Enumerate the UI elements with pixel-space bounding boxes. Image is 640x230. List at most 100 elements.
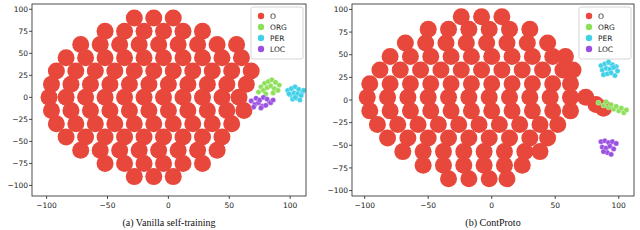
x-tick — [555, 196, 556, 199]
point — [460, 170, 477, 187]
point — [256, 89, 261, 94]
legend-label: O — [270, 12, 276, 21]
point — [258, 105, 263, 110]
y-tick — [349, 9, 352, 10]
point — [440, 170, 457, 187]
x-tick-label: 100 — [283, 201, 298, 210]
y-tick-label: −100 — [7, 181, 28, 190]
series-org — [596, 99, 629, 115]
point — [612, 73, 617, 78]
x-tick — [168, 196, 169, 199]
legend: OORGPERLOC — [251, 7, 303, 59]
point — [422, 48, 439, 65]
point — [382, 48, 399, 65]
point — [145, 168, 162, 185]
point — [443, 48, 460, 65]
y-tick-label: 25 — [338, 73, 348, 82]
chart-panel: −100−50050100−100−75−50−250255075100(a) … — [7, 4, 306, 229]
point — [453, 62, 470, 79]
point — [596, 100, 601, 105]
caption: (b) ContProto — [465, 217, 520, 229]
point — [601, 149, 606, 154]
x-tick — [364, 196, 365, 199]
y-tick — [349, 122, 352, 123]
y-tick — [349, 54, 352, 55]
x-tick — [290, 196, 291, 199]
point — [394, 143, 411, 160]
point — [511, 116, 528, 133]
point — [392, 62, 409, 79]
y-tick-label: 50 — [18, 49, 28, 58]
point — [498, 170, 515, 187]
x-tick-label: 100 — [612, 201, 627, 210]
x-tick-label: 0 — [166, 201, 171, 210]
legend-label: ORG — [598, 23, 615, 32]
point — [251, 104, 256, 109]
point — [514, 62, 531, 79]
y-tick — [29, 97, 32, 98]
x-tick-label: 50 — [225, 201, 235, 210]
point — [369, 116, 386, 133]
axes-frame — [32, 4, 306, 196]
point — [292, 95, 297, 100]
series-loc — [249, 95, 276, 111]
y-tick — [29, 75, 32, 76]
y-tick-label: −50 — [12, 137, 28, 146]
y-tick-label: −25 — [12, 115, 28, 124]
point — [562, 102, 579, 119]
y-tick-label: −75 — [12, 159, 28, 168]
point — [165, 168, 182, 185]
legend-marker — [586, 13, 592, 19]
point — [194, 155, 211, 172]
legend-marker — [258, 35, 264, 41]
point — [473, 62, 490, 79]
y-tick — [349, 167, 352, 168]
y-tick — [29, 163, 32, 164]
series-per — [285, 84, 306, 102]
point — [514, 157, 531, 174]
figure: −100−50050100−100−75−50−250255075100(a) … — [0, 0, 640, 230]
point — [58, 128, 75, 145]
y-tick-label: −75 — [332, 164, 348, 173]
point — [463, 48, 480, 65]
y-tick — [29, 53, 32, 54]
series-loc — [598, 138, 618, 157]
y-tick-label: 100 — [334, 5, 349, 14]
x-tick — [46, 196, 47, 199]
series-org — [256, 77, 282, 96]
legend-frame — [251, 7, 303, 59]
y-tick-label: 100 — [14, 5, 29, 14]
series-o — [41, 10, 260, 186]
legend: OORGPERLOC — [579, 7, 631, 59]
point — [549, 116, 566, 133]
legend-label: O — [598, 12, 604, 21]
point — [402, 48, 419, 65]
chart-panel: −100−50050100−100−75−50−250255075100(b) … — [327, 4, 634, 229]
legend-label: LOC — [598, 45, 613, 54]
x-tick-label: −100 — [36, 201, 57, 210]
y-tick — [29, 31, 32, 32]
point — [72, 142, 89, 159]
legend-marker — [258, 24, 264, 30]
y-tick — [349, 100, 352, 101]
point — [606, 59, 611, 64]
point — [286, 91, 291, 96]
x-tick-label: −50 — [100, 201, 116, 210]
legend-marker — [586, 46, 592, 52]
y-tick-label: 75 — [18, 27, 28, 36]
point — [389, 116, 406, 133]
x-tick-label: 0 — [489, 201, 494, 210]
legend-label: PER — [270, 34, 284, 43]
y-tick-label: −50 — [332, 141, 348, 150]
x-tick — [491, 196, 492, 199]
point — [97, 155, 114, 172]
point — [532, 143, 549, 160]
point — [301, 88, 306, 93]
point — [209, 142, 226, 159]
point — [410, 116, 427, 133]
plot-area — [359, 8, 629, 187]
point — [493, 62, 510, 79]
legend-label: LOC — [270, 45, 285, 54]
point — [275, 88, 280, 93]
y-tick — [349, 190, 352, 191]
